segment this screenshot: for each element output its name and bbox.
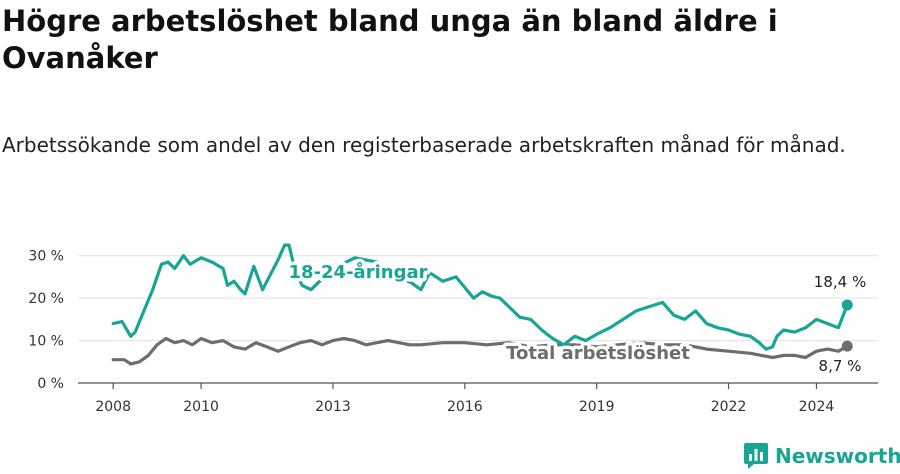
brand-name: Newsworthy bbox=[775, 444, 900, 468]
x-axis: 2008 2010 2013 2016 2019 2022 2024 bbox=[78, 382, 878, 415]
chart-subtitle: Arbetssökande som andel av den registerb… bbox=[2, 133, 846, 157]
y-tick-label: 20 % bbox=[28, 291, 64, 307]
x-tick-label: 2010 bbox=[183, 399, 219, 415]
bar-chart-logo-icon bbox=[744, 443, 768, 469]
series-line-young bbox=[111, 243, 849, 351]
series-label-total: Total arbetslöshet bbox=[506, 343, 690, 364]
x-tick-label: 2016 bbox=[447, 399, 483, 415]
x-tick-label: 2024 bbox=[799, 399, 835, 415]
chart-title: Högre arbetslöshet bland unga än bland ä… bbox=[2, 4, 778, 75]
y-tick-label: 30 % bbox=[28, 249, 64, 265]
y-tick-label: 0 % bbox=[37, 376, 64, 392]
x-tick-label: 2022 bbox=[711, 399, 747, 415]
y-axis: 0 % 10 % 20 % 30 % bbox=[28, 249, 64, 392]
end-label-total: 8,7 % bbox=[819, 357, 862, 375]
end-point-young bbox=[841, 299, 853, 311]
series-line-total bbox=[111, 336, 849, 366]
x-tick-label: 2019 bbox=[579, 399, 615, 415]
end-label-young: 18,4 % bbox=[814, 273, 866, 291]
y-tick-label: 10 % bbox=[28, 334, 64, 350]
x-tick-label: 2013 bbox=[315, 399, 351, 415]
series-labels: 18-24-åringar Total arbetslöshet 18,4 % 8,7… bbox=[285, 258, 869, 378]
grid-lines bbox=[78, 255, 878, 342]
x-tick-label: 2008 bbox=[95, 399, 131, 415]
series-label-young: 18-24-åringar bbox=[289, 261, 428, 283]
end-point-total bbox=[841, 340, 853, 352]
series-lines bbox=[111, 243, 853, 366]
newsworthy-brand[interactable]: Newsworthy bbox=[744, 443, 900, 469]
